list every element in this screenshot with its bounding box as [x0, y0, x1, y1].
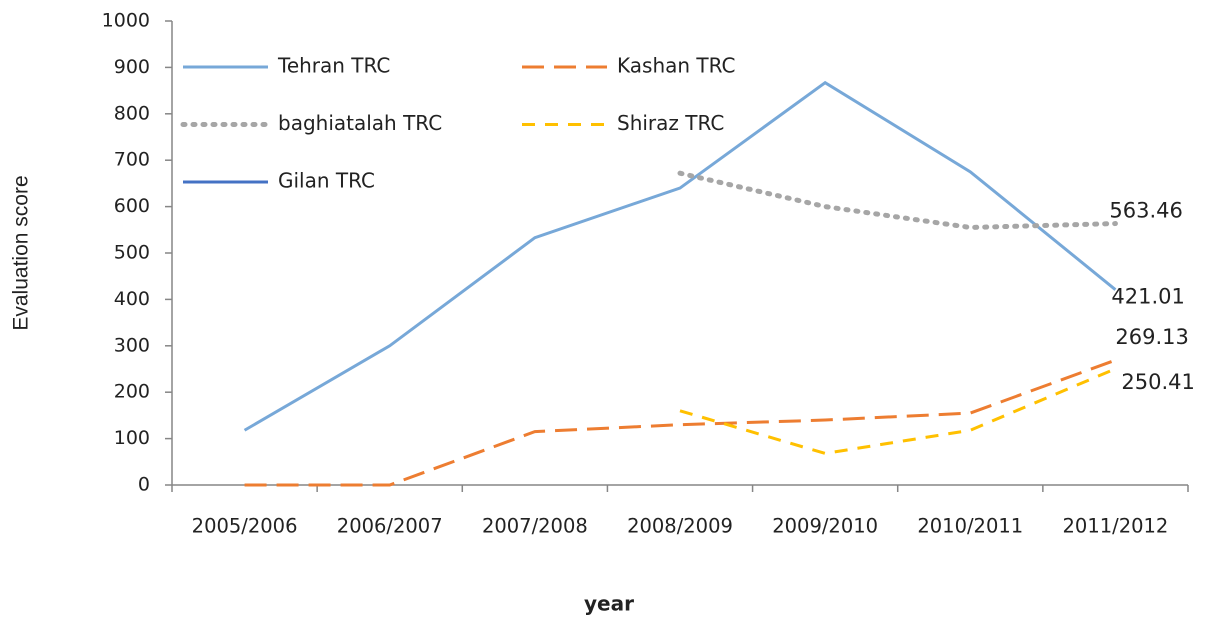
x-tick-label: 2005/2006: [192, 515, 298, 538]
x-tick-label: 2010/2011: [917, 515, 1023, 538]
y-tick-label: 0: [138, 474, 150, 496]
y-tick-label: 300: [114, 334, 150, 356]
y-tick-label: 200: [114, 381, 150, 403]
x-tick-label: 2011/2012: [1063, 515, 1169, 538]
y-tick-label: 400: [114, 288, 150, 310]
legend-label: Kashan TRC: [617, 54, 736, 78]
y-tick-label: 800: [114, 102, 150, 124]
series-line: [243, 80, 1117, 432]
legend-label: baghiatalah TRC: [278, 111, 442, 135]
legend-label: Gilan TRC: [278, 169, 375, 193]
data-label: 421.01: [1111, 285, 1184, 309]
series-line: [679, 367, 1117, 455]
y-tick-label: 1000: [102, 10, 150, 32]
y-tick-label: 900: [114, 56, 150, 78]
x-tick-label: 2009/2010: [772, 515, 878, 538]
series-line: [677, 170, 1118, 230]
data-label: 563.46: [1109, 199, 1182, 223]
y-axis-title: Evaluation score: [10, 175, 33, 330]
x-tick-label: 2008/2009: [627, 515, 733, 538]
legend-label: Tehran TRC: [277, 54, 390, 78]
y-tick-label: 600: [114, 195, 150, 217]
data-label: 250.41: [1121, 370, 1194, 394]
y-tick-label: 700: [114, 149, 150, 171]
x-axis-title: year: [584, 592, 634, 616]
series-line: [244, 358, 1116, 487]
x-tick-label: 2007/2008: [482, 515, 588, 538]
y-tick-label: 100: [114, 427, 150, 449]
legend-label: Shiraz TRC: [617, 111, 724, 135]
data-label: 269.13: [1115, 325, 1188, 349]
y-tick-label: 500: [114, 242, 150, 264]
x-tick-label: 2006/2007: [337, 515, 443, 538]
